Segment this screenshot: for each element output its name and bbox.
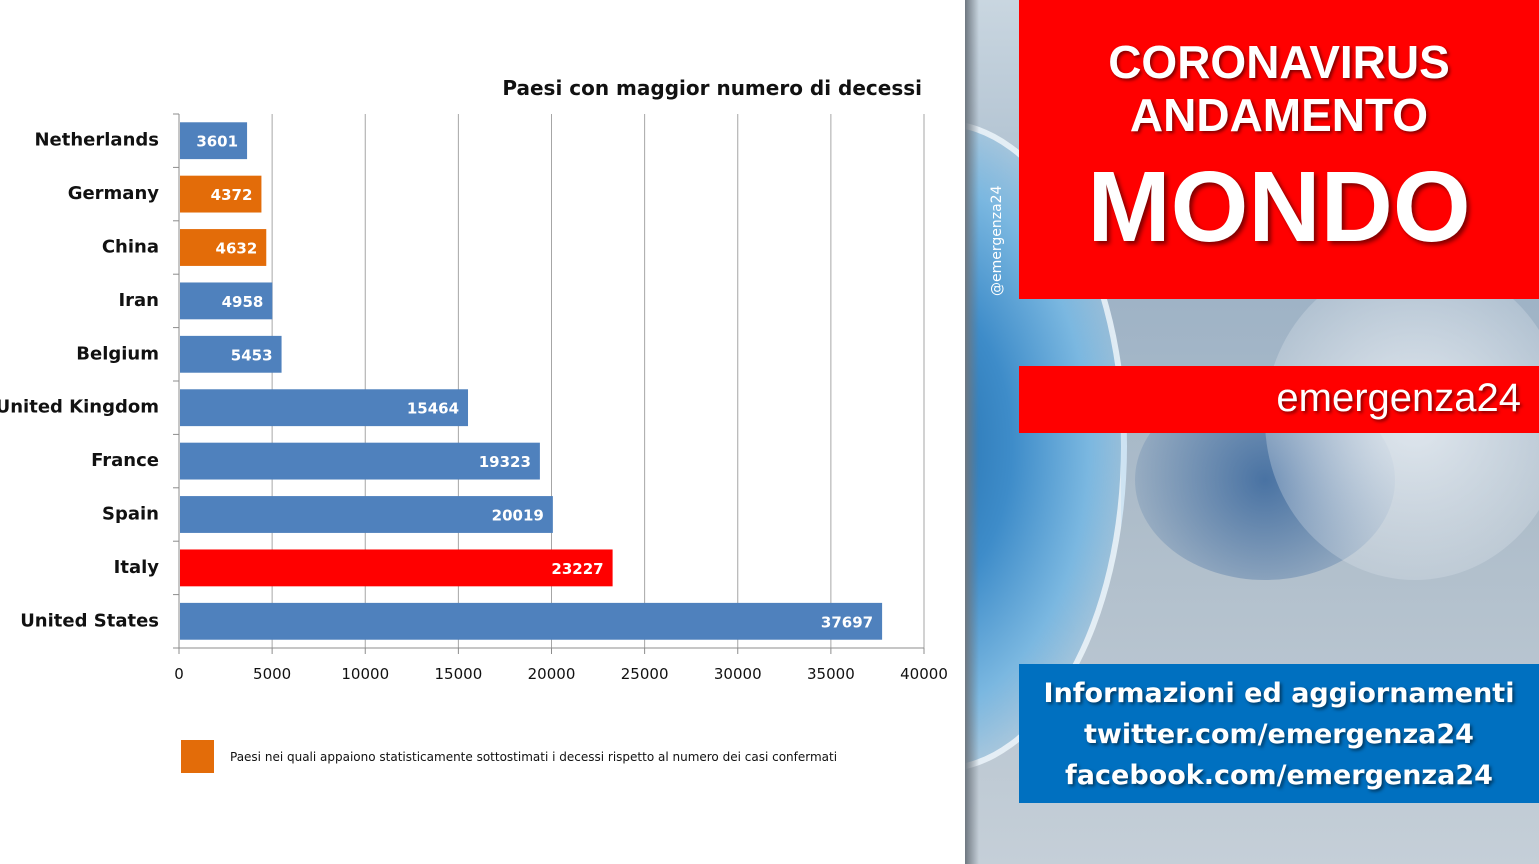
x-tick-label: 15000 (435, 665, 483, 683)
x-tick-label: 5000 (253, 665, 291, 683)
bar-spain (180, 496, 553, 533)
bar-iran (180, 282, 273, 320)
bar-germany (180, 175, 262, 213)
bar-value-label: 20019 (492, 507, 544, 525)
title-line-andamento: ANDAMENTO (1129, 89, 1429, 141)
bar-value-label: 5453 (231, 346, 273, 364)
title-banner: CORONAVIRUS ANDAMENTO MONDO (1019, 0, 1539, 299)
x-tick-label: 40000 (900, 665, 948, 683)
panel-shadow (965, 0, 979, 864)
brand-name: emergenza24 (1276, 376, 1521, 420)
bar-netherlands (180, 122, 248, 160)
category-label: United States (20, 610, 159, 631)
title-line-mondo: MONDO (1087, 151, 1471, 263)
x-tick-label: 10000 (341, 665, 389, 683)
category-label: Netherlands (34, 130, 159, 151)
chart-title: Paesi con maggior numero di decessi (502, 76, 922, 100)
deaths-bar-chart: Paesi con maggior numero di decessi 0 5000… (0, 76, 948, 773)
bar-value-label: 37697 (821, 613, 873, 631)
category-label: United Kingdom (0, 397, 159, 418)
bar-france (180, 442, 540, 480)
x-tick-label: 30000 (714, 665, 762, 683)
watermark-handle: @emergenza24 (989, 185, 1005, 297)
category-label: Spain (102, 504, 159, 525)
bar-value-label: 4372 (211, 186, 253, 204)
chart-panel: Paesi con maggior numero di decessi 0 5000… (0, 76, 948, 773)
bar-italy (180, 549, 613, 587)
bar-value-label: 4632 (216, 240, 258, 258)
brand-banner: emergenza24 (1019, 366, 1539, 433)
category-label: Belgium (76, 343, 159, 364)
bar-china (180, 229, 267, 266)
bar-value-label: 3601 (196, 133, 238, 151)
title-line-coronavirus: CORONAVIRUS (1108, 36, 1450, 88)
legend-text: Paesi nei quali appaiono statisticamente… (230, 750, 837, 764)
bar-united-states (180, 602, 883, 640)
category-label: Germany (68, 183, 160, 204)
bar-value-label: 19323 (479, 453, 531, 471)
x-tick-label: 25000 (621, 665, 669, 683)
category-label: China (102, 237, 159, 258)
bar-belgium (180, 335, 282, 373)
category-label: Iran (118, 290, 159, 311)
category-label: Italy (114, 557, 160, 578)
category-label: France (91, 450, 159, 471)
twitter-link[interactable]: twitter.com/emergenza24 (1084, 719, 1474, 750)
x-tick-label: 0 (174, 665, 184, 683)
facebook-link[interactable]: facebook.com/emergenza24 (1065, 760, 1493, 791)
bar-united-kingdom (180, 389, 469, 427)
info-banner: Informazioni ed aggiornamenti twitter.co… (1019, 664, 1539, 803)
legend-swatch (181, 740, 214, 773)
bar-value-label: 23227 (551, 560, 603, 578)
bar-value-label: 4958 (222, 293, 264, 311)
info-heading: Informazioni ed aggiornamenti (1043, 678, 1515, 709)
x-tick-label: 35000 (807, 665, 855, 683)
bar-value-label: 15464 (407, 400, 459, 418)
x-tick-label: 20000 (528, 665, 576, 683)
